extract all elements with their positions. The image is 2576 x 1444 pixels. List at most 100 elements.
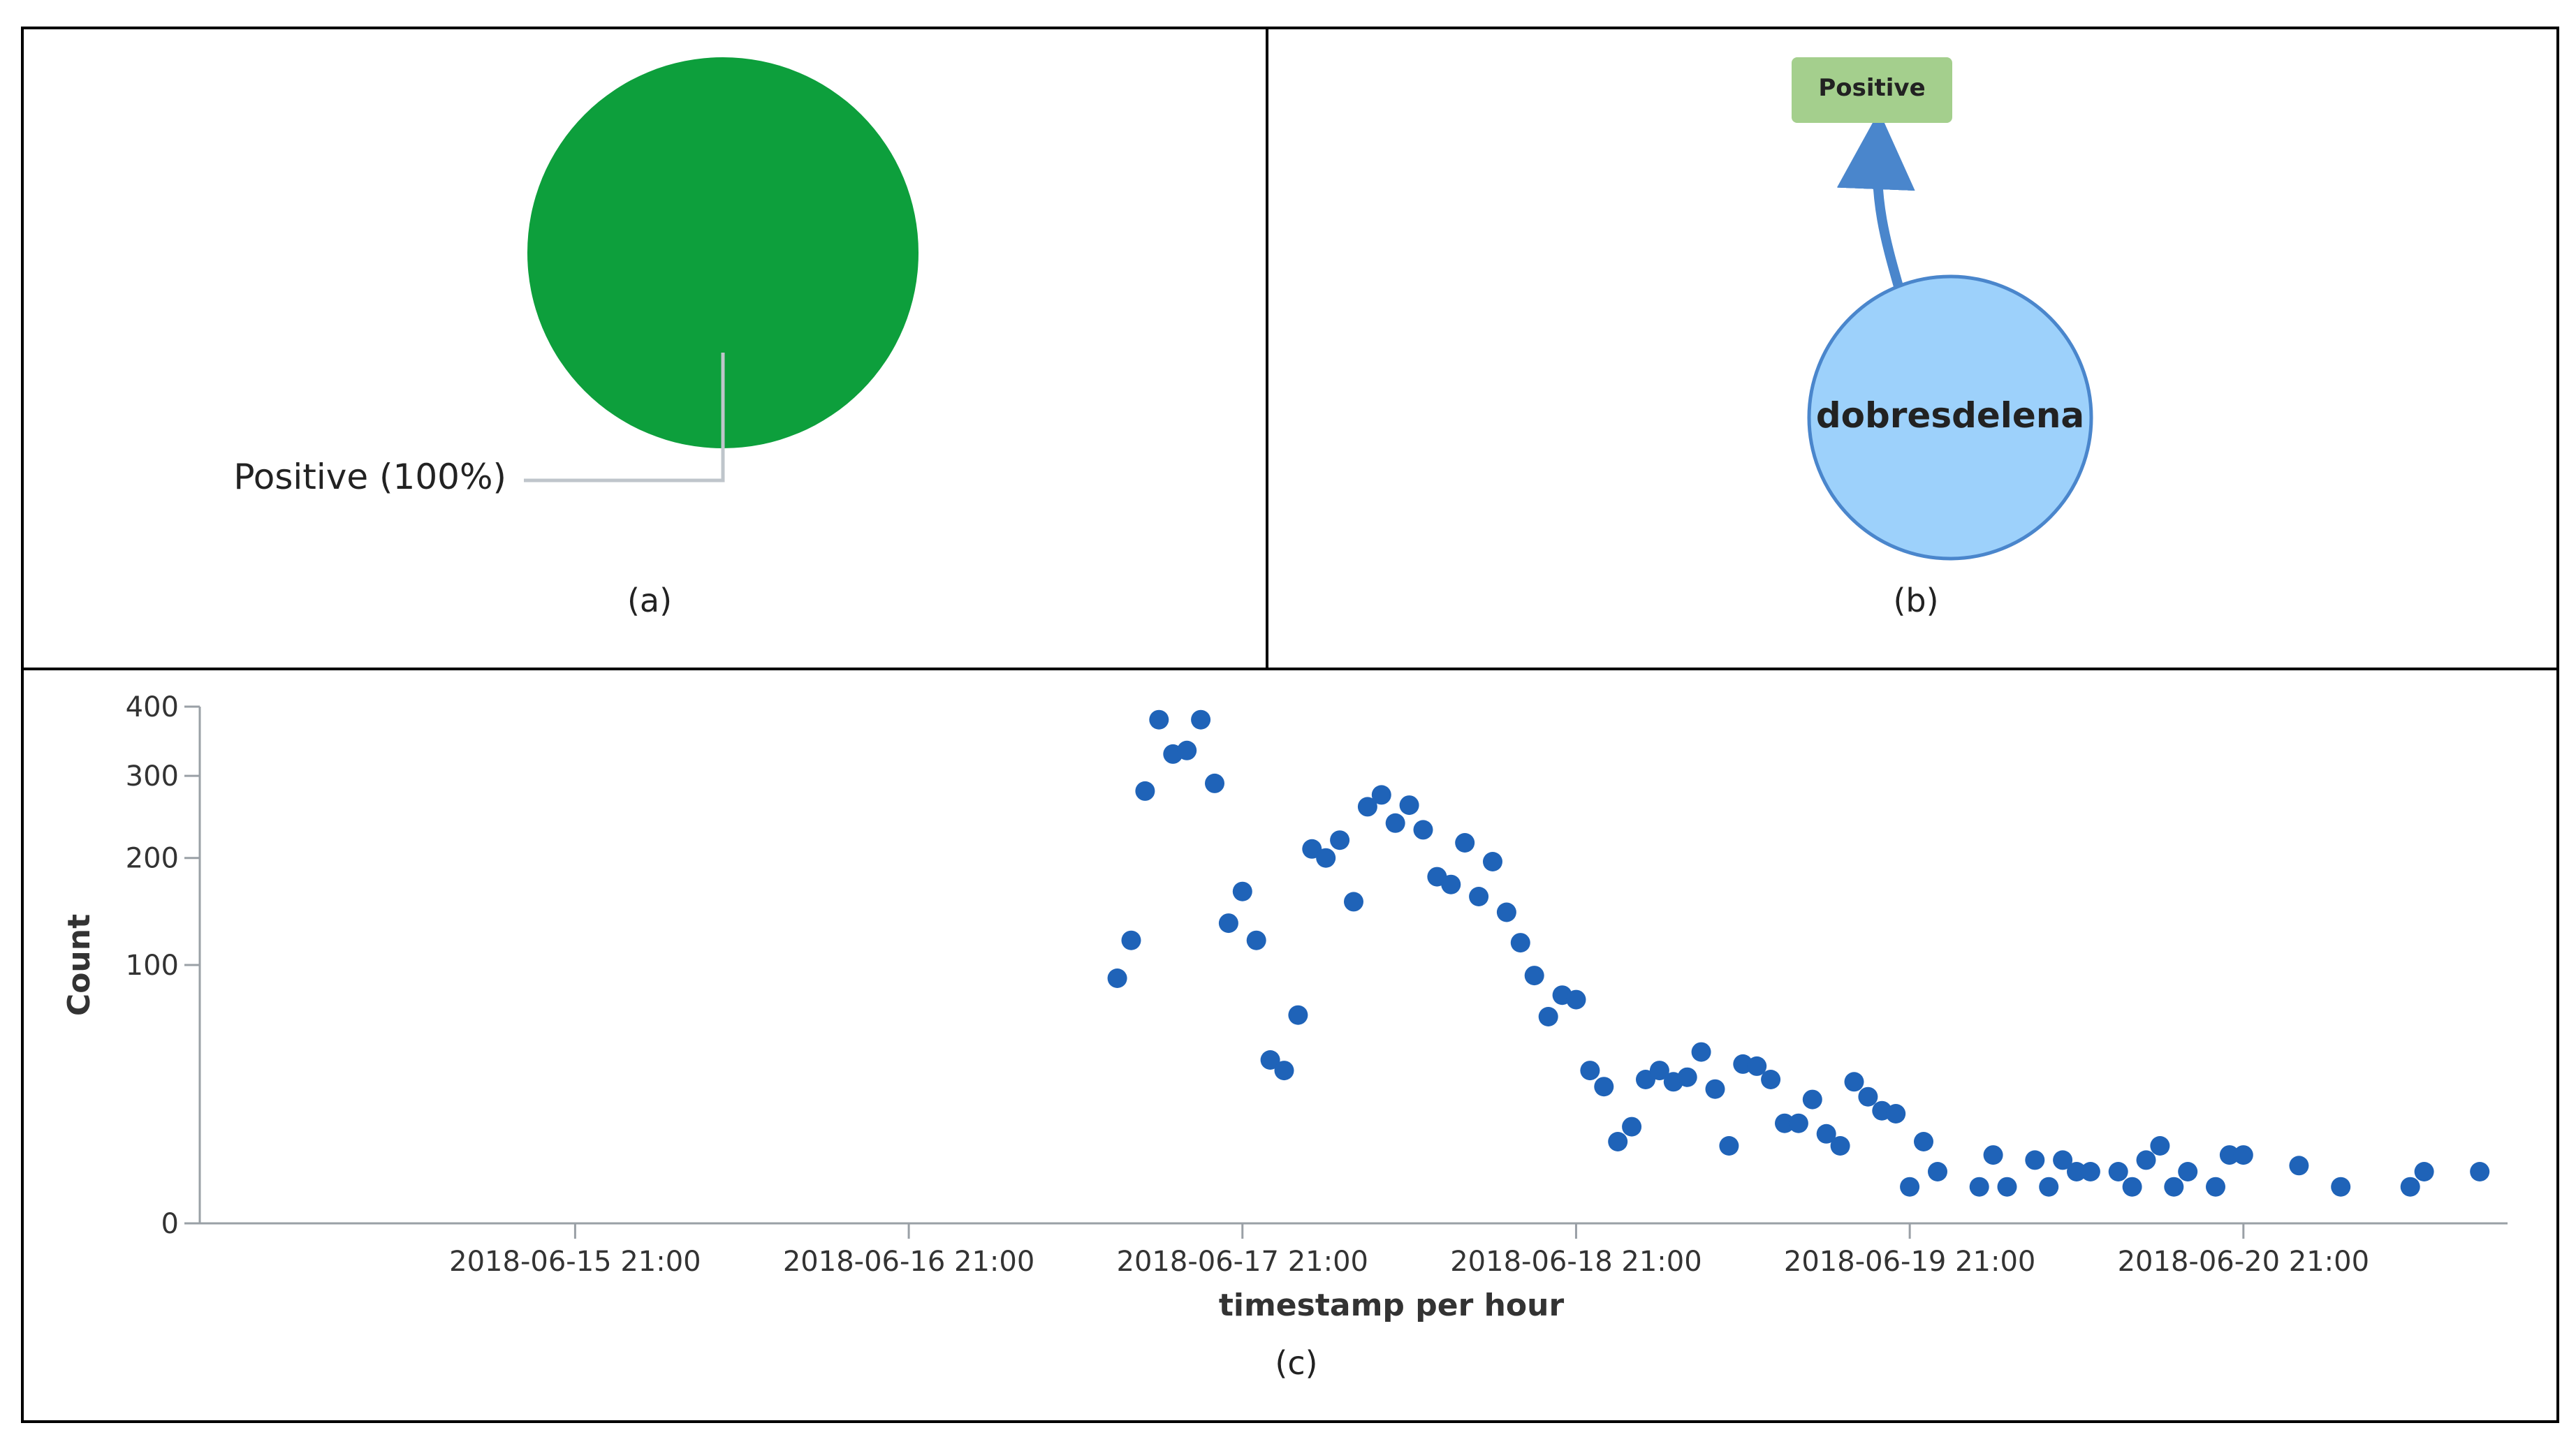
panel-a-caption: (a) bbox=[627, 582, 672, 619]
scatter-point[interactable] bbox=[1288, 1005, 1308, 1025]
node-positive-label: Positive bbox=[1818, 74, 1925, 102]
scatter-point[interactable] bbox=[2233, 1145, 2253, 1165]
scatter-point[interactable] bbox=[2053, 1150, 2073, 1170]
scatter-point[interactable] bbox=[2039, 1177, 2059, 1197]
scatter-point[interactable] bbox=[2178, 1162, 2198, 1181]
scatter-point[interactable] bbox=[1844, 1072, 1864, 1092]
panel-b: Positive dobresdelena (b) bbox=[1792, 57, 2093, 619]
scatter-point[interactable] bbox=[1371, 785, 1391, 805]
node-positive[interactable] bbox=[1792, 57, 1952, 123]
scatter-point[interactable] bbox=[2122, 1177, 2142, 1197]
pie-slice-positive[interactable] bbox=[527, 57, 919, 448]
scatter-point[interactable] bbox=[2289, 1156, 2309, 1176]
x-tick-label: 2018-06-18 21:00 bbox=[1450, 1246, 1702, 1278]
scatter-point[interactable] bbox=[1302, 839, 1322, 859]
scatter-point[interactable] bbox=[1608, 1132, 1628, 1151]
scatter-point[interactable] bbox=[1538, 1007, 1558, 1026]
scatter-point[interactable] bbox=[2164, 1177, 2184, 1197]
x-ticks: 2018-06-15 21:00 2018-06-16 21:00 2018-06-… bbox=[449, 1223, 2369, 1278]
scatter-point[interactable] bbox=[1830, 1136, 1850, 1156]
scatter-point[interactable] bbox=[2219, 1145, 2239, 1165]
x-tick-label: 2018-06-17 21:00 bbox=[1117, 1246, 1368, 1278]
x-tick-label: 2018-06-16 21:00 bbox=[783, 1246, 1034, 1278]
scatter-point[interactable] bbox=[2470, 1162, 2490, 1181]
scatter-point[interactable] bbox=[1344, 892, 1363, 912]
scatter-point[interactable] bbox=[1594, 1077, 1614, 1097]
y-tick-label: 200 bbox=[126, 843, 179, 875]
scatter-point[interactable] bbox=[2108, 1162, 2128, 1181]
scatter-point[interactable] bbox=[1330, 830, 1350, 850]
scatter-point[interactable] bbox=[1232, 881, 1252, 901]
scatter-point[interactable] bbox=[1580, 1061, 1600, 1081]
scatter-point[interactable] bbox=[1858, 1086, 1878, 1107]
scatter-point[interactable] bbox=[1928, 1162, 1947, 1181]
scatter-point[interactable] bbox=[1149, 709, 1169, 730]
scatter-point[interactable] bbox=[1205, 773, 1224, 793]
scatter-point[interactable] bbox=[1135, 781, 1155, 801]
scatter-point[interactable] bbox=[2080, 1162, 2100, 1181]
y-tick-label: 0 bbox=[161, 1208, 179, 1240]
scatter-point[interactable] bbox=[1914, 1132, 1933, 1151]
scatter-point[interactable] bbox=[1997, 1177, 2017, 1197]
scatter-point[interactable] bbox=[1177, 740, 1197, 760]
scatter-point[interactable] bbox=[2414, 1162, 2434, 1181]
y-ticks: 0 100 200 300 400 bbox=[126, 691, 200, 1240]
scatter-point[interactable] bbox=[1357, 797, 1377, 817]
scatter-point[interactable] bbox=[1316, 848, 1336, 868]
edge-arrow bbox=[1836, 111, 1915, 288]
scatter-point[interactable] bbox=[1260, 1050, 1280, 1070]
scatter-point[interactable] bbox=[1566, 989, 1586, 1010]
node-user[interactable] bbox=[1807, 274, 2093, 561]
scatter-point[interactable] bbox=[1747, 1056, 1767, 1076]
scatter-point[interactable] bbox=[2206, 1177, 2225, 1197]
pie-label-positive: Positive (100%) bbox=[233, 457, 506, 497]
scatter-point[interactable] bbox=[2067, 1162, 2086, 1181]
scatter-point[interactable] bbox=[1788, 1113, 1808, 1133]
x-tick-label: 2018-06-15 21:00 bbox=[449, 1246, 701, 1278]
scatter-point[interactable] bbox=[1816, 1123, 1836, 1144]
scatter-point[interactable] bbox=[1636, 1070, 1655, 1089]
scatter-point[interactable] bbox=[2136, 1150, 2156, 1170]
scatter-point[interactable] bbox=[2331, 1177, 2351, 1197]
scatter-point[interactable] bbox=[1413, 820, 1433, 840]
scatter-point[interactable] bbox=[1691, 1042, 1711, 1062]
scatter-point[interactable] bbox=[1969, 1177, 1989, 1197]
scatter-point[interactable] bbox=[1496, 902, 1516, 922]
x-axis-title: timestamp per hour bbox=[1219, 1288, 1565, 1323]
scatter-point[interactable] bbox=[2150, 1136, 2170, 1156]
scatter-point[interactable] bbox=[1121, 930, 1141, 950]
y-axis-title: Count bbox=[61, 914, 97, 1016]
panel-a: Positive (100%) (a) bbox=[233, 57, 919, 619]
scatter-point[interactable] bbox=[1510, 933, 1530, 953]
y-tick-label: 300 bbox=[126, 760, 179, 793]
scatter-point[interactable] bbox=[1622, 1117, 1642, 1137]
scatter-point[interactable] bbox=[1775, 1113, 1794, 1133]
scatter-point[interactable] bbox=[1399, 795, 1419, 816]
scatter-point[interactable] bbox=[1274, 1061, 1294, 1081]
node-user-label: dobresdelena bbox=[1816, 395, 2084, 436]
scatter-point[interactable] bbox=[1246, 930, 1266, 950]
figure-frame bbox=[21, 27, 2559, 1423]
scatter-point[interactable] bbox=[1761, 1070, 1781, 1089]
scatter-point[interactable] bbox=[1441, 874, 1461, 894]
y-tick-label: 100 bbox=[126, 950, 179, 982]
scatter-point[interactable] bbox=[1385, 813, 1405, 833]
scatter-point[interactable] bbox=[1983, 1145, 2003, 1165]
scatter-point[interactable] bbox=[1886, 1104, 1906, 1123]
scatter-point[interactable] bbox=[1649, 1061, 1669, 1081]
scatter-point[interactable] bbox=[2400, 1177, 2420, 1197]
scatter-point[interactable] bbox=[1107, 968, 1127, 988]
scatter-point[interactable] bbox=[2025, 1150, 2045, 1170]
scatter-points bbox=[1107, 709, 2490, 1197]
scatter-point[interactable] bbox=[1705, 1079, 1725, 1099]
scatter-point[interactable] bbox=[1191, 709, 1211, 730]
scatter-point[interactable] bbox=[1218, 913, 1238, 934]
scatter-point[interactable] bbox=[1524, 966, 1544, 986]
scatter-point[interactable] bbox=[1719, 1136, 1739, 1156]
scatter-point[interactable] bbox=[1677, 1067, 1697, 1087]
scatter-point[interactable] bbox=[1802, 1089, 1822, 1110]
scatter-point[interactable] bbox=[1469, 887, 1489, 906]
scatter-point[interactable] bbox=[1900, 1177, 1920, 1197]
scatter-point[interactable] bbox=[1483, 852, 1502, 871]
scatter-point[interactable] bbox=[1455, 833, 1475, 853]
